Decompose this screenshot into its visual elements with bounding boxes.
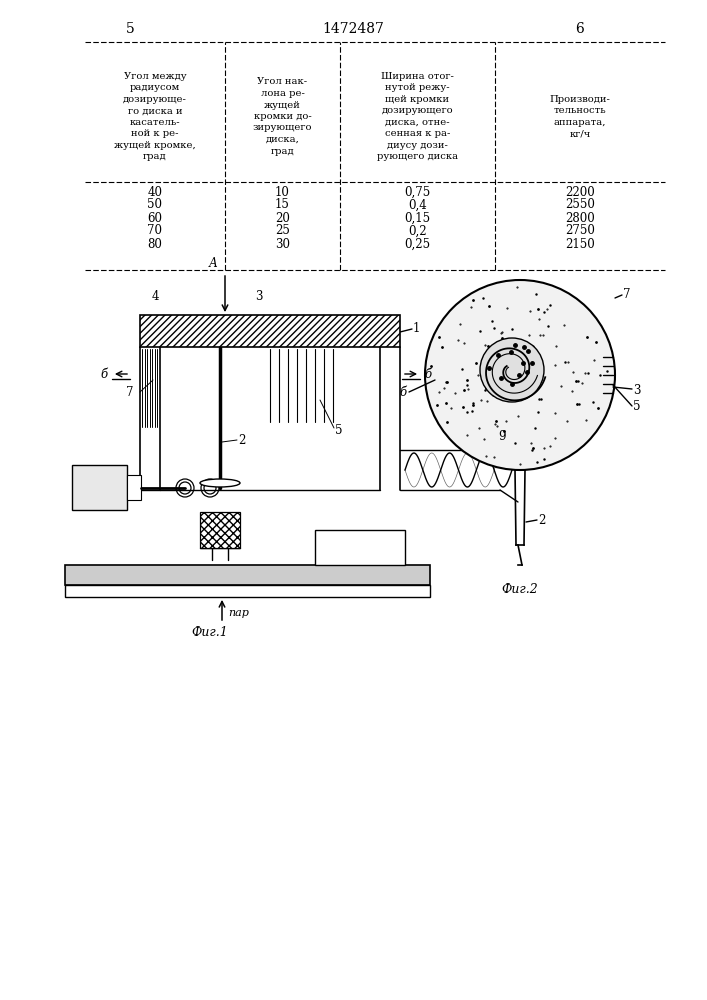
Text: 2150: 2150: [565, 237, 595, 250]
Text: 30: 30: [275, 237, 290, 250]
Text: пар: пар: [228, 608, 249, 618]
Text: го диска и: го диска и: [128, 106, 182, 115]
Text: щей кромки: щей кромки: [385, 95, 450, 104]
Text: диска,: диска,: [266, 135, 300, 144]
Text: 2750: 2750: [565, 225, 595, 237]
Text: аппарата,: аппарата,: [554, 118, 606, 127]
Text: кг/ч: кг/ч: [569, 129, 590, 138]
Text: 7: 7: [623, 288, 631, 302]
Text: 0,2: 0,2: [408, 225, 427, 237]
Text: 7: 7: [127, 385, 134, 398]
Text: дозирующего: дозирующего: [382, 106, 453, 115]
Text: Ширина отог-: Ширина отог-: [381, 72, 454, 81]
Text: Производи-: Производи-: [549, 95, 610, 104]
Text: 3: 3: [633, 383, 641, 396]
Text: А: А: [209, 257, 218, 270]
Text: б: б: [400, 386, 407, 399]
Text: кромки до-: кромки до-: [254, 112, 311, 121]
Text: диска, отне-: диска, отне-: [385, 118, 450, 127]
Text: 4: 4: [151, 290, 159, 303]
Text: касатель-: касатель-: [129, 118, 180, 127]
Bar: [65, 585, 430, 597]
Text: 40: 40: [148, 186, 163, 198]
Text: 70: 70: [148, 225, 163, 237]
Text: 20: 20: [275, 212, 290, 225]
Text: б: б: [424, 367, 431, 380]
Bar: [127, 475, 141, 500]
Text: 1: 1: [413, 322, 421, 336]
Text: 1472487: 1472487: [322, 22, 384, 36]
Text: сенная к ра-: сенная к ра-: [385, 129, 450, 138]
Text: 9: 9: [498, 430, 506, 442]
Text: 0,15: 0,15: [404, 212, 431, 225]
Text: 50: 50: [148, 198, 163, 212]
Text: Угол нак-: Угол нак-: [257, 78, 308, 87]
Text: 2550: 2550: [565, 198, 595, 212]
Text: 5: 5: [633, 400, 641, 414]
Ellipse shape: [200, 479, 240, 487]
Text: 25: 25: [275, 225, 290, 237]
Text: ной к ре-: ной к ре-: [132, 129, 179, 138]
Text: град: град: [144, 152, 167, 161]
Text: нутой режу-: нутой режу-: [385, 83, 450, 92]
Text: 80: 80: [148, 237, 163, 250]
Text: 2800: 2800: [565, 212, 595, 225]
Bar: [72, 465, 127, 510]
Text: 2: 2: [538, 514, 545, 526]
Text: Фиг.2: Фиг.2: [502, 583, 538, 596]
Text: жущей кромке,: жущей кромке,: [114, 141, 196, 150]
Text: 5: 5: [126, 22, 134, 36]
Text: 2200: 2200: [565, 186, 595, 198]
Bar: [200, 512, 240, 548]
Text: Фиг.1: Фиг.1: [192, 626, 228, 639]
Text: 0,25: 0,25: [404, 237, 431, 250]
Text: 3: 3: [255, 290, 262, 303]
Text: 0,4: 0,4: [408, 198, 427, 212]
Text: б: б: [101, 367, 108, 380]
Text: Угол между: Угол между: [124, 72, 187, 81]
Circle shape: [425, 280, 615, 470]
Bar: [140, 315, 400, 347]
Text: град: град: [271, 146, 294, 155]
Text: диусу дози-: диусу дози-: [387, 141, 448, 150]
Text: зирующего: зирующего: [252, 123, 312, 132]
Text: дозирующе-: дозирующе-: [123, 95, 187, 104]
Text: 60: 60: [148, 212, 163, 225]
Text: 6: 6: [575, 22, 585, 36]
Bar: [315, 530, 405, 565]
Text: 0,75: 0,75: [404, 186, 431, 198]
Text: тельность: тельность: [554, 106, 607, 115]
Text: 2: 2: [238, 434, 245, 446]
Bar: [65, 565, 430, 585]
Text: радиусом: радиусом: [130, 83, 180, 92]
Circle shape: [480, 338, 544, 402]
Text: рующего диска: рующего диска: [377, 152, 458, 161]
Text: 10: 10: [275, 186, 290, 198]
Text: жущей: жущей: [264, 101, 301, 109]
Text: 5: 5: [335, 424, 342, 436]
Text: 15: 15: [275, 198, 290, 212]
Text: лона ре-: лона ре-: [261, 89, 305, 98]
